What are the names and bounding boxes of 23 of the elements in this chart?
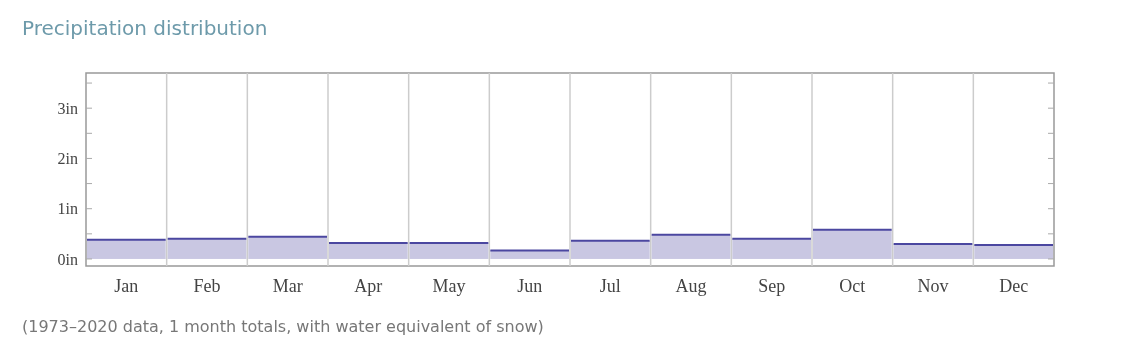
x-tick-label: Mar xyxy=(272,276,303,296)
bar xyxy=(651,234,731,259)
x-tick-label: Feb xyxy=(193,276,221,296)
x-tick-label: Apr xyxy=(354,276,383,296)
x-tick-label: Jul xyxy=(599,276,621,296)
bar xyxy=(490,250,569,259)
y-tick-label: 1in xyxy=(57,200,78,218)
bar xyxy=(813,229,892,259)
y-tick-label: 0in xyxy=(57,250,78,268)
y-tick-label: 2in xyxy=(57,150,78,168)
chart-title: Precipitation distribution xyxy=(22,16,268,40)
x-tick-label: Jan xyxy=(114,276,139,296)
bar xyxy=(732,238,811,259)
x-tick-label: Oct xyxy=(839,276,866,296)
text: (1973–2020 data, 1 month totals, with water equivalent of snow) xyxy=(22,317,544,336)
y-tick-label: 3in xyxy=(57,99,78,117)
x-tick-label: Nov xyxy=(917,276,949,296)
x-tick-label: Aug xyxy=(675,276,707,296)
bar xyxy=(571,240,650,259)
x-tick-label: Dec xyxy=(999,276,1029,296)
x-tick-label: May xyxy=(432,276,466,296)
x-tick-label: Sep xyxy=(758,276,786,296)
x-tick-label: Jun xyxy=(517,276,543,296)
